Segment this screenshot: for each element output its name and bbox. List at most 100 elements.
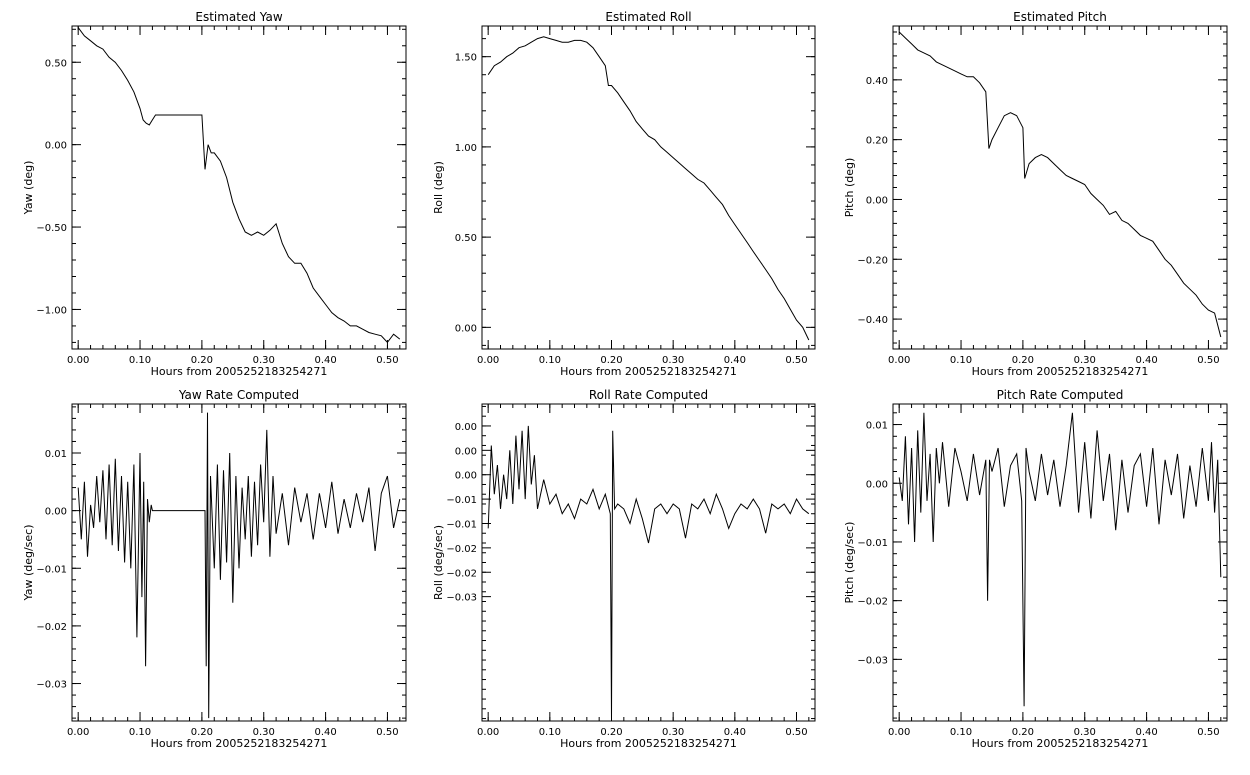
y-tick-label: 0.20: [866, 136, 888, 147]
y-tick-label: 0.40: [866, 76, 888, 87]
x-tick-label: 0.00: [477, 727, 499, 738]
y-axis-label: Yaw (deg/sec): [22, 524, 35, 601]
x-tick-label: 0.50: [785, 727, 807, 738]
x-tick-label: 0.00: [477, 355, 499, 366]
x-tick-label: 0.20: [600, 355, 622, 366]
y-tick-label: −1.00: [36, 305, 67, 316]
y-tick-label: −0.02: [446, 568, 477, 579]
y-tick-label: 0.00: [455, 323, 477, 334]
chart-panel-1: 0.00 0.10 0.20 0.30 0.40 0.50 0.50 0.00 −0.50 −1.…: [22, 10, 407, 378]
y-axis-label: Roll (deg/sec): [432, 525, 445, 600]
series-line-1: [898, 31, 1222, 338]
chart-panel-2: 0.00 0.10 0.20 0.30 0.40 0.50 1.50 1.00 0.50 0.00…: [432, 10, 816, 378]
x-tick-label: 0.00: [67, 355, 89, 366]
x-tick-label: 0.40: [314, 355, 336, 366]
plot-frame: [892, 25, 1228, 350]
chart-title: Roll Rate Computed: [589, 388, 708, 402]
x-tick-label: 0.00: [888, 727, 910, 738]
series-line-1: [898, 412, 1222, 707]
x-axis-label: Hours from 2005252183254271: [560, 737, 737, 750]
y-axis-label: Yaw (deg): [22, 161, 35, 216]
x-axis-label: Hours from 2005252183254271: [972, 365, 1149, 378]
x-tick-label: 0.20: [191, 355, 213, 366]
x-tick-label: 0.40: [724, 355, 746, 366]
y-axis-label: Pitch (deg): [843, 158, 856, 218]
y-tick-label: −0.02: [36, 622, 67, 633]
x-tick-label: 0.20: [191, 727, 213, 738]
x-axis-label: Hours from 2005252183254271: [560, 365, 737, 378]
x-tick-label: 0.40: [724, 727, 746, 738]
y-tick-label: −0.50: [36, 223, 67, 234]
x-tick-label: 0.20: [1012, 727, 1034, 738]
x-tick-label: 0.10: [129, 355, 151, 366]
chart-title: Yaw Rate Computed: [178, 388, 299, 402]
x-tick-label: 0.10: [129, 727, 151, 738]
y-tick-label: 1.50: [455, 53, 477, 64]
y-tick-label: −0.02: [857, 597, 888, 608]
y-tick-label: 0.00: [866, 195, 888, 206]
x-axis-label: Hours from 2005252183254271: [151, 365, 328, 378]
plot-frame: [481, 403, 816, 722]
y-tick-label: −0.02: [446, 544, 477, 555]
y-tick-label: −0.20: [857, 255, 888, 266]
y-tick-label: 0.00: [455, 446, 477, 457]
x-axis-label: Hours from 2005252183254271: [972, 737, 1149, 750]
y-tick-label: 0.00: [45, 507, 67, 518]
x-tick-label: 0.50: [1197, 355, 1219, 366]
y-axis-label: Pitch (deg/sec): [843, 522, 856, 604]
x-tick-label: 0.40: [314, 727, 336, 738]
x-tick-label: 0.40: [1135, 727, 1157, 738]
plot-frame: [481, 25, 816, 350]
x-tick-label: 0.50: [1197, 727, 1219, 738]
y-tick-label: −0.03: [36, 680, 67, 691]
y-tick-label: 0.50: [455, 233, 477, 244]
chart-panel-5: 0.00 0.10 0.20 0.30 0.40 0.50 0.00 0.00 0.00 −0.0…: [432, 388, 816, 750]
x-tick-label: 0.30: [253, 355, 275, 366]
y-tick-label: −0.03: [446, 593, 477, 604]
x-tick-label: 0.30: [662, 355, 684, 366]
x-tick-label: 0.50: [785, 355, 807, 366]
y-tick-label: 0.01: [866, 421, 888, 432]
x-tick-label: 0.20: [600, 727, 622, 738]
y-tick-label: 0.50: [45, 58, 67, 69]
x-tick-label: 0.50: [376, 727, 398, 738]
x-tick-label: 0.10: [539, 355, 561, 366]
plot-frame: [71, 25, 407, 350]
y-tick-label: −0.01: [446, 495, 477, 506]
x-tick-label: 0.30: [662, 727, 684, 738]
chart-panel-3: 0.00 0.10 0.20 0.30 0.40 0.50 0.40 0.20 0.00 −0.2…: [843, 10, 1228, 378]
x-tick-label: 0.30: [1074, 727, 1096, 738]
x-tick-label: 0.40: [1135, 355, 1157, 366]
y-tick-label: 1.00: [455, 143, 477, 154]
x-tick-label: 0.30: [253, 727, 275, 738]
chart-title: Estimated Pitch: [1013, 10, 1107, 24]
chart-panel-6: 0.00 0.10 0.20 0.30 0.40 0.50 0.01 0.00 −0.01 −0.…: [843, 388, 1228, 750]
x-tick-label: 0.20: [1012, 355, 1034, 366]
y-axis-label: Roll (deg): [432, 161, 445, 214]
chart-title: Pitch Rate Computed: [997, 388, 1124, 402]
y-tick-label: 0.01: [45, 449, 67, 460]
y-tick-label: −0.01: [857, 538, 888, 549]
chart-title: Estimated Roll: [605, 10, 691, 24]
x-axis-label: Hours from 2005252183254271: [151, 737, 328, 750]
x-tick-label: 0.00: [888, 355, 910, 366]
y-tick-label: 0.00: [45, 141, 67, 152]
y-tick-label: −0.01: [446, 519, 477, 530]
y-tick-label: −0.01: [36, 564, 67, 575]
x-tick-label: 0.50: [376, 355, 398, 366]
chart-title: Estimated Yaw: [195, 10, 282, 24]
chart-panel-4: 0.00 0.10 0.20 0.30 0.40 0.50 0.01 0.00 −0.01 −0.…: [22, 388, 407, 750]
y-tick-label: 0.00: [455, 471, 477, 482]
series-line-1: [487, 425, 810, 719]
x-tick-label: 0.00: [67, 727, 89, 738]
x-tick-label: 0.10: [950, 727, 972, 738]
series-line-1: [77, 412, 401, 719]
y-tick-label: 0.00: [866, 479, 888, 490]
x-tick-label: 0.10: [539, 727, 561, 738]
series-line-1: [487, 36, 810, 341]
y-tick-label: −0.40: [857, 315, 888, 326]
x-tick-label: 0.30: [1074, 355, 1096, 366]
x-tick-label: 0.10: [950, 355, 972, 366]
series-line-1: [77, 27, 401, 344]
